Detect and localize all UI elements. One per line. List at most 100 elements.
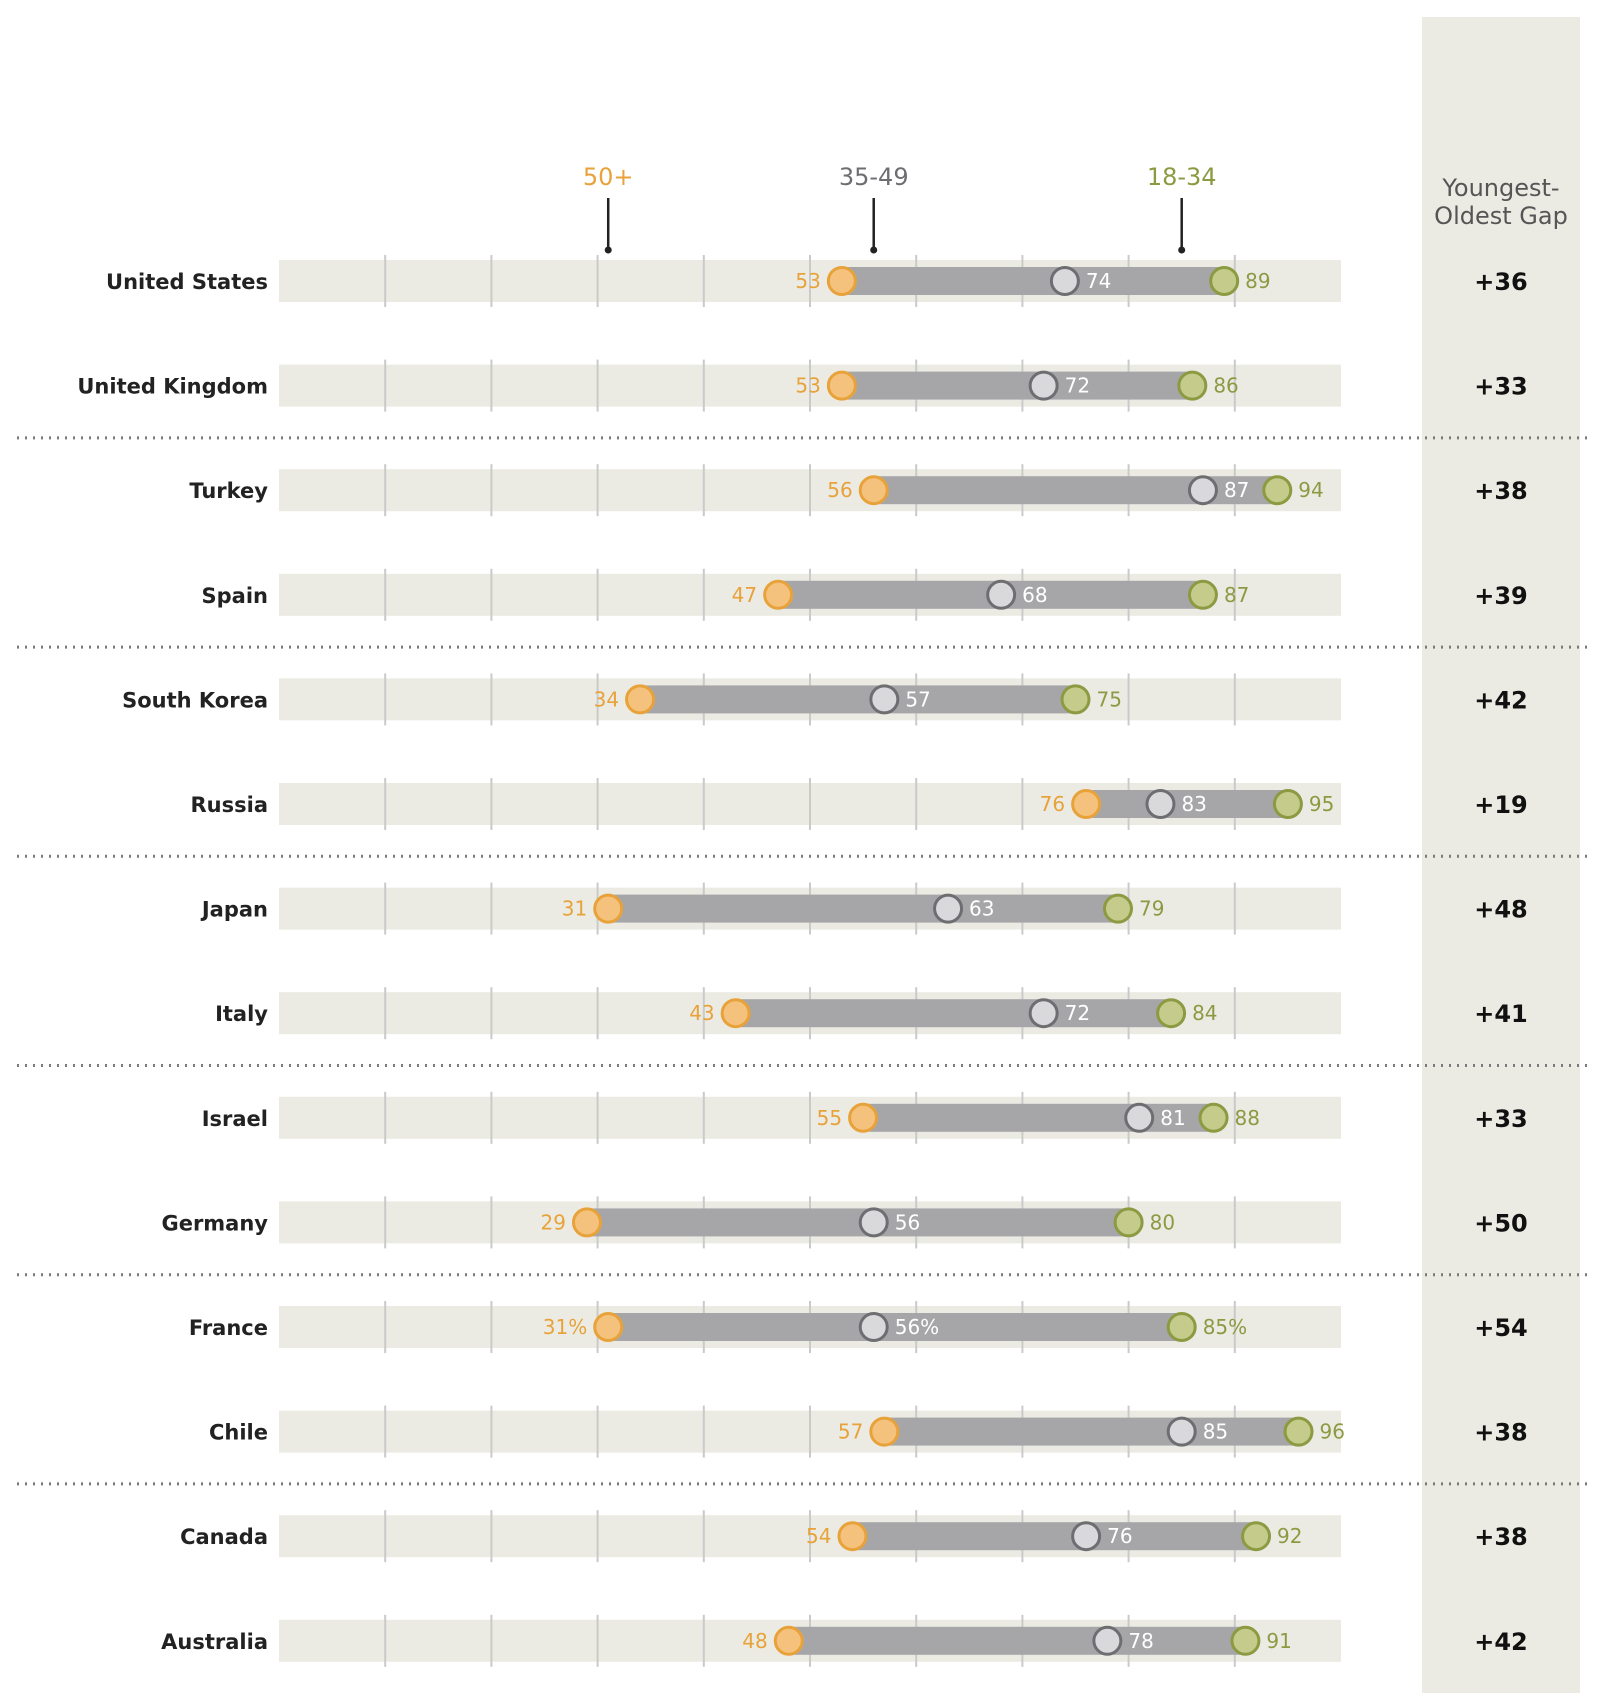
value-label-18-34: 80: [1150, 1210, 1175, 1234]
country-label: Turkey: [189, 479, 268, 503]
dot-35-49: [858, 1312, 889, 1342]
value-label-18-34: 84: [1192, 1001, 1217, 1025]
country-label: Italy: [215, 1002, 268, 1026]
dot-18-34: [1272, 789, 1303, 819]
country-label: Chile: [209, 1421, 268, 1445]
country-label: Israel: [202, 1107, 268, 1131]
dot-18-34: [1283, 1416, 1314, 1447]
dot-18-34: [1187, 579, 1218, 610]
dot-35-49: [1049, 266, 1080, 296]
gap-value: +38: [1474, 477, 1528, 505]
gap-value: +33: [1474, 373, 1528, 401]
row-israel: Israel 55 81 88 +33: [202, 1091, 1528, 1144]
range-bar: [586, 1208, 1129, 1237]
dot-50+: [593, 1312, 624, 1342]
gap-value: +19: [1474, 791, 1528, 819]
dot-50+: [848, 1102, 879, 1133]
country-label: Germany: [161, 1211, 268, 1235]
row-united-kingdom: United Kingdom 53 72 86 +33: [77, 359, 1528, 412]
value-label-35-49: 76: [1107, 1524, 1132, 1548]
dot-50+: [837, 1521, 868, 1552]
row-south-korea: South Korea 34 57 75 +42: [122, 673, 1528, 726]
value-label-18-34: 75: [1097, 687, 1122, 711]
series-header-50+: 50+: [583, 163, 634, 191]
value-label-35-49: 56%: [895, 1315, 939, 1339]
gap-value: +36: [1474, 268, 1528, 296]
value-label-18-34: 95: [1309, 792, 1334, 816]
dot-18-34: [1198, 1102, 1229, 1133]
dot-50+: [826, 266, 857, 296]
dot-50+: [720, 998, 751, 1029]
country-label: South Korea: [122, 688, 268, 712]
value-label-18-34: 86: [1213, 374, 1238, 398]
value-label-18-34: 92: [1277, 1524, 1302, 1548]
gap-value: +50: [1474, 1209, 1528, 1237]
value-label-18-34: 91: [1266, 1629, 1291, 1653]
country-label: France: [189, 1316, 268, 1340]
row-united-states: United States 53 74 89 +36: [106, 255, 1528, 307]
gap-value: +42: [1474, 686, 1528, 714]
value-label-35-49: 78: [1128, 1629, 1153, 1653]
series-header-35-49: 35-49: [839, 163, 909, 191]
dot-35-49: [1028, 370, 1059, 401]
value-label-35-49: 81: [1160, 1106, 1185, 1130]
dot-35-49: [986, 579, 1017, 610]
dot-18-34: [1060, 684, 1091, 715]
range-bar: [841, 267, 1225, 295]
country-label: Russia: [191, 793, 269, 817]
dot-18-34: [1262, 475, 1293, 506]
row-germany: Germany 29 56 80 +50: [161, 1196, 1528, 1249]
value-label-35-49: 63: [969, 897, 994, 921]
value-label-50plus: 31%: [543, 1315, 587, 1339]
dot-35-49: [1145, 789, 1176, 819]
range-bar: [1086, 790, 1288, 818]
value-label-35-49: 74: [1086, 269, 1111, 293]
range-bar: [884, 1417, 1299, 1446]
dot-50+: [826, 370, 857, 401]
value-label-35-49: 72: [1065, 1001, 1090, 1025]
row-canada: Canada 54 76 92 +38: [180, 1510, 1528, 1563]
value-label-18-34: 88: [1235, 1106, 1260, 1130]
range-bar: [863, 1103, 1214, 1132]
dot-50+: [773, 1625, 804, 1656]
dot-18-34: [1166, 1312, 1197, 1342]
dot-35-49: [869, 684, 900, 715]
row-turkey: Turkey 56 87 94 +38: [189, 464, 1528, 517]
value-label-50plus: 57: [838, 1420, 863, 1444]
value-label-18-34: 96: [1320, 1420, 1345, 1444]
value-label-50plus: 76: [1040, 792, 1065, 816]
dot-35-49: [1071, 1521, 1102, 1552]
dot-50+: [869, 1416, 900, 1447]
dot-50+: [625, 684, 656, 715]
dot-18-34: [1209, 266, 1240, 296]
value-label-50plus: 43: [689, 1001, 714, 1025]
value-label-35-49: 83: [1181, 792, 1206, 816]
range-bar: [841, 371, 1193, 400]
dot-18-34: [1102, 893, 1133, 924]
row-japan: Japan 31 63 79 +48: [200, 882, 1528, 935]
country-label: Canada: [180, 1525, 268, 1549]
value-label-35-49: 72: [1065, 374, 1090, 398]
value-label-18-34: 85%: [1203, 1315, 1247, 1339]
value-label-35-49: 85: [1203, 1420, 1228, 1444]
header-pointer-dot: [1178, 246, 1186, 254]
value-label-50plus: 53: [795, 269, 820, 293]
value-label-50plus: 56: [827, 478, 852, 502]
row-australia: Australia 48 78 91 +42: [161, 1614, 1528, 1667]
dot-35-49: [858, 1207, 889, 1238]
value-label-18-34: 79: [1139, 897, 1164, 921]
gap-value: +42: [1474, 1628, 1528, 1656]
range-bar: [640, 685, 1076, 714]
row-chile: Chile 57 85 96 +38: [209, 1405, 1528, 1458]
country-label: Spain: [202, 584, 268, 608]
value-label-50plus: 31: [562, 897, 587, 921]
value-label-50plus: 34: [594, 687, 619, 711]
series-header-18-34: 18-34: [1147, 163, 1217, 191]
range-bar: [608, 1313, 1182, 1341]
value-label-18-34: 87: [1224, 583, 1249, 607]
value-label-18-34: 94: [1298, 478, 1323, 502]
dot-35-49: [1124, 1102, 1155, 1133]
dot-50+: [593, 893, 624, 924]
range-bar: [608, 894, 1118, 923]
